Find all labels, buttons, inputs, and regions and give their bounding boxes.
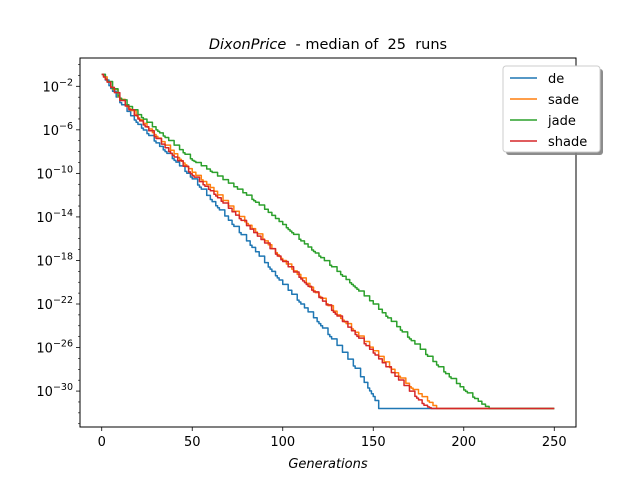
- y-tick-label: 10−22: [36, 295, 73, 313]
- legend: de sade jade shade: [502, 65, 603, 155]
- x-tick-label: 200: [451, 435, 476, 450]
- y-tick-label: 10−30: [36, 382, 73, 400]
- legend-label-de: de: [548, 72, 564, 87]
- chart-title-italic: DixonPrice: [209, 37, 287, 53]
- chart-title-rest: - median of 25 runs: [286, 37, 447, 53]
- x-axis: 0 50 100 150 200 250: [98, 427, 567, 450]
- x-tick-label: 0: [98, 435, 106, 450]
- series-line-de: [101, 73, 555, 410]
- y-tick-label: 10−18: [36, 251, 73, 269]
- x-tick-label: 250: [542, 435, 567, 450]
- y-tick-label: 10−6: [42, 121, 73, 139]
- plot-series: [101, 73, 555, 410]
- series-line-shade: [101, 73, 555, 410]
- y-tick-label: 10−26: [36, 339, 73, 357]
- legend-label-sade: sade: [548, 93, 579, 108]
- chart-title: DixonPrice - median of 25 runs: [209, 37, 447, 53]
- series-line-jade: [101, 73, 555, 410]
- legend-label-jade: jade: [547, 114, 576, 129]
- legend-box: [502, 65, 601, 153]
- x-tick-label: 150: [361, 435, 386, 450]
- y-axis: 10−2 10−6 10−10 10−14 10−18 10−22 10−26 10−30: [36, 64, 80, 425]
- x-tick-label: 100: [270, 435, 295, 450]
- x-axis-label: Generations: [288, 457, 368, 472]
- legend-label-shade: shade: [548, 135, 587, 150]
- plot-frame: [79, 57, 577, 428]
- y-tick-label: 10−10: [36, 164, 73, 182]
- x-tick-label: 50: [184, 435, 201, 450]
- y-tick-label: 10−2: [42, 77, 73, 95]
- series-line-sade: [101, 73, 555, 410]
- y-tick-label: 10−14: [36, 208, 73, 226]
